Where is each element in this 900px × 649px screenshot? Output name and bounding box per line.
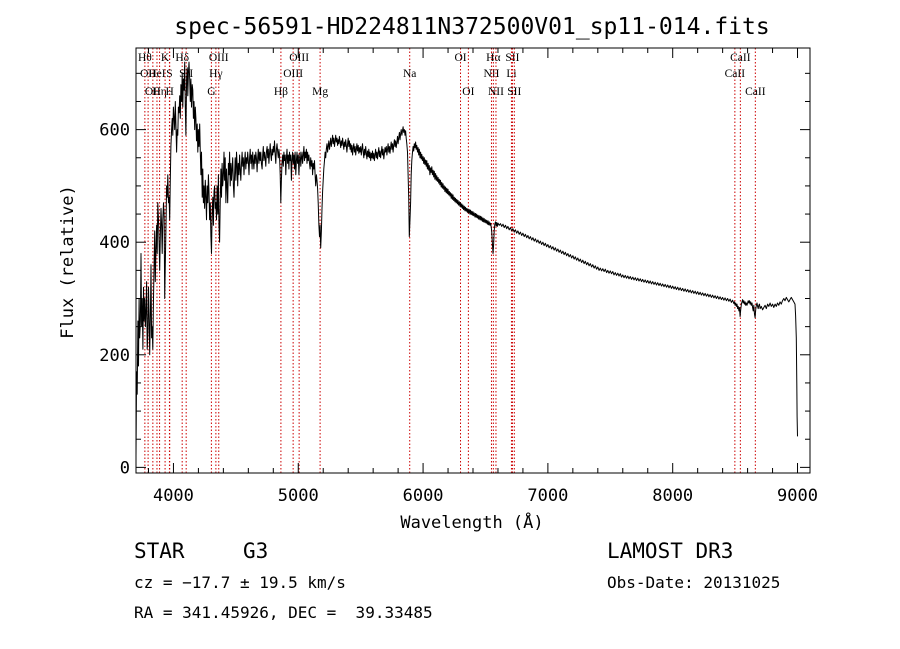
y-axis-label: Flux (relative) xyxy=(58,185,78,339)
x-tick-label: 5000 xyxy=(278,486,319,506)
marker-label: OIII xyxy=(289,52,309,64)
marker-label: OI xyxy=(454,52,466,64)
plot-frame xyxy=(135,47,811,474)
marker-label: H xyxy=(166,86,174,98)
marker-label: Hα xyxy=(486,52,500,64)
line-markers: HθOIIOIIHeIHηKSHHδSIIGHγOIIIHβOIIIOIIIMg… xyxy=(138,48,766,473)
marker-label: Li xyxy=(506,68,516,80)
marker-label: CaII xyxy=(725,68,746,80)
x-axis-label: Wavelength (Å) xyxy=(400,511,543,533)
chart-title: spec-56591-HD224811N372500V01_sp11-014.f… xyxy=(174,14,769,40)
marker-label: HeI xyxy=(148,68,165,80)
object-class: STAR xyxy=(134,539,185,563)
marker-label: Hδ xyxy=(175,52,189,64)
x-tick-label: 6000 xyxy=(403,486,444,506)
marker-label: G xyxy=(207,86,215,98)
y-tick-label: 0 xyxy=(120,458,130,478)
redshift-text: cz = −17.7 ± 19.5 km/s xyxy=(134,573,346,592)
marker-label: OIII xyxy=(209,52,229,64)
obs-date: Obs-Date: 20131025 xyxy=(607,573,781,592)
marker-label: CaII xyxy=(730,52,751,64)
spectrum-line xyxy=(135,61,798,457)
x-tick-label: 4000 xyxy=(153,486,194,506)
marker-label: Hγ xyxy=(209,68,222,80)
marker-label: OI xyxy=(462,86,474,98)
marker-label: Hβ xyxy=(274,86,288,98)
marker-label: Na xyxy=(403,68,416,80)
object-subclass: G3 xyxy=(243,539,269,563)
y-tick-label: 600 xyxy=(99,121,130,141)
marker-label: Mg xyxy=(312,86,328,98)
marker-label: OIII xyxy=(283,68,303,80)
axis-ticks: 4000 5000 6000 7000 8000 9000 0 200 400 600 xyxy=(99,48,818,506)
marker-label: SII xyxy=(507,86,521,98)
x-tick-label: 8000 xyxy=(652,486,693,506)
marker-label: CaII xyxy=(745,86,766,98)
marker-label: NII xyxy=(483,68,499,80)
marker-label: Hθ xyxy=(138,52,152,64)
marker-label: OII xyxy=(140,68,156,80)
y-tick-label: 200 xyxy=(99,346,130,366)
x-tick-label: 9000 xyxy=(777,486,818,506)
coordinates: RA = 341.45926, DEC = 39.33485 xyxy=(134,603,433,622)
marker-label: NII xyxy=(488,86,504,98)
marker-label: Hη xyxy=(152,86,166,98)
survey-name: LAMOST DR3 xyxy=(607,539,734,563)
y-tick-label: 400 xyxy=(99,233,130,253)
x-tick-label: 7000 xyxy=(527,486,568,506)
marker-label: SII xyxy=(505,52,519,64)
marker-label: K xyxy=(161,52,170,64)
